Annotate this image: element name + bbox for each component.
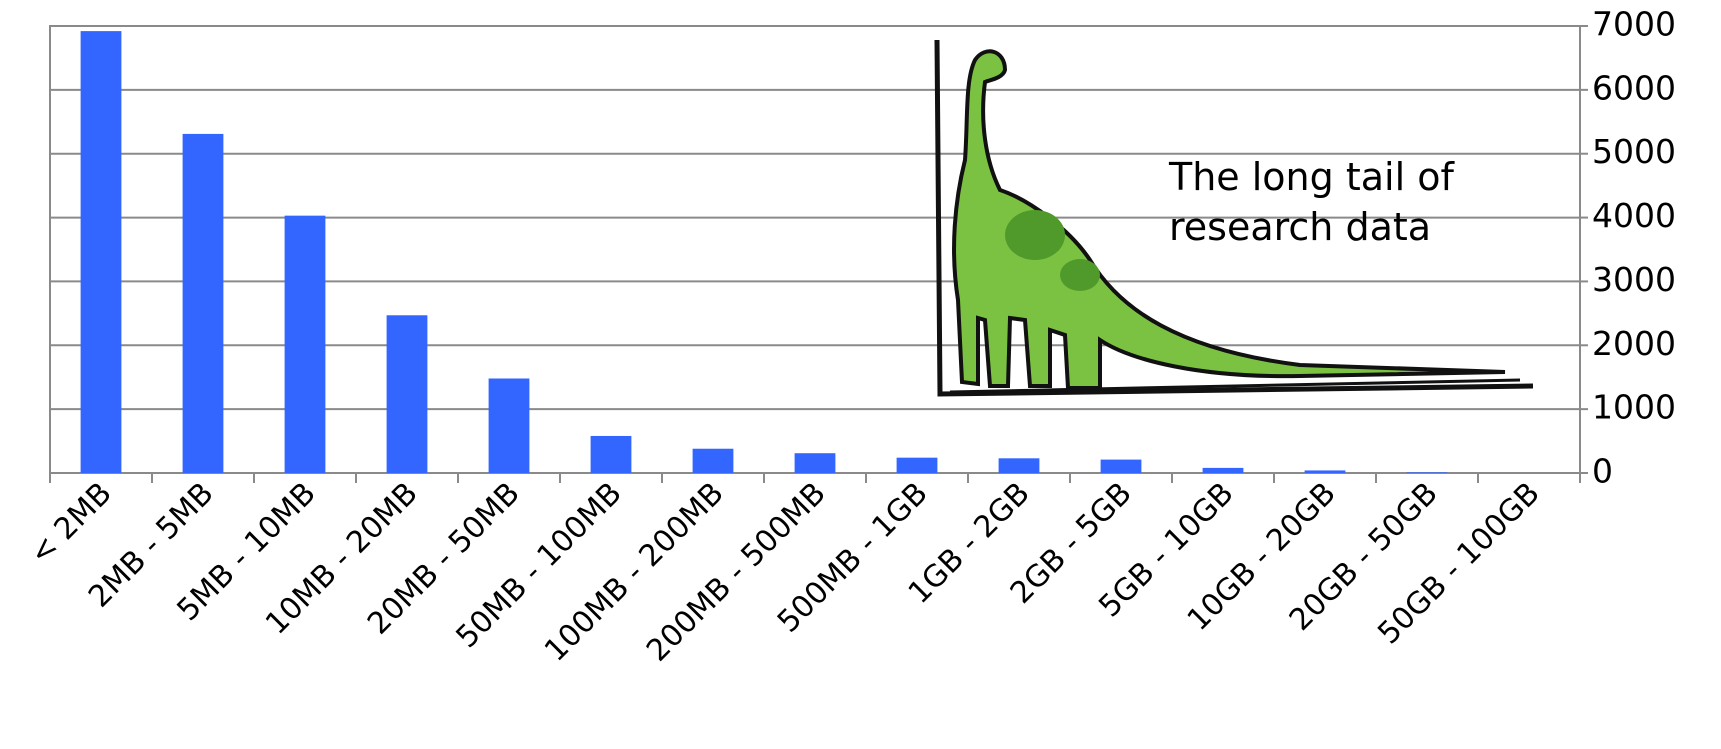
y-tick-label: 5000	[1592, 132, 1676, 171]
bar	[794, 453, 836, 473]
bar	[1202, 467, 1244, 473]
x-tick-label: 200MB - 500MB	[640, 476, 833, 669]
bar	[1100, 459, 1142, 473]
y-tick-label: 2000	[1592, 324, 1676, 363]
x-tick-label: < 2MB	[23, 476, 119, 572]
bar	[386, 315, 428, 473]
bar	[998, 458, 1040, 473]
bar	[896, 457, 938, 473]
y-tick-label: 6000	[1592, 68, 1676, 107]
bar	[1406, 472, 1448, 473]
bar	[692, 448, 734, 473]
dinosaur-illustration	[934, 39, 1534, 397]
bar	[1304, 470, 1346, 473]
annotation: The long tail of	[1168, 155, 1455, 199]
y-tick-label: 3000	[1592, 260, 1676, 299]
y-tick-label: 0	[1592, 452, 1613, 491]
bar	[284, 215, 326, 474]
annotation: research data	[1169, 205, 1431, 249]
plot-frame	[49, 25, 1581, 474]
bar	[590, 435, 632, 473]
y-tick-label: 7000	[1592, 5, 1676, 44]
x-tick-label: 100MB - 200MB	[538, 476, 731, 669]
bar	[488, 378, 530, 473]
bar	[80, 31, 122, 473]
y-tick-label: 4000	[1592, 196, 1676, 235]
y-tick-label: 1000	[1592, 388, 1676, 427]
bar	[182, 133, 224, 473]
